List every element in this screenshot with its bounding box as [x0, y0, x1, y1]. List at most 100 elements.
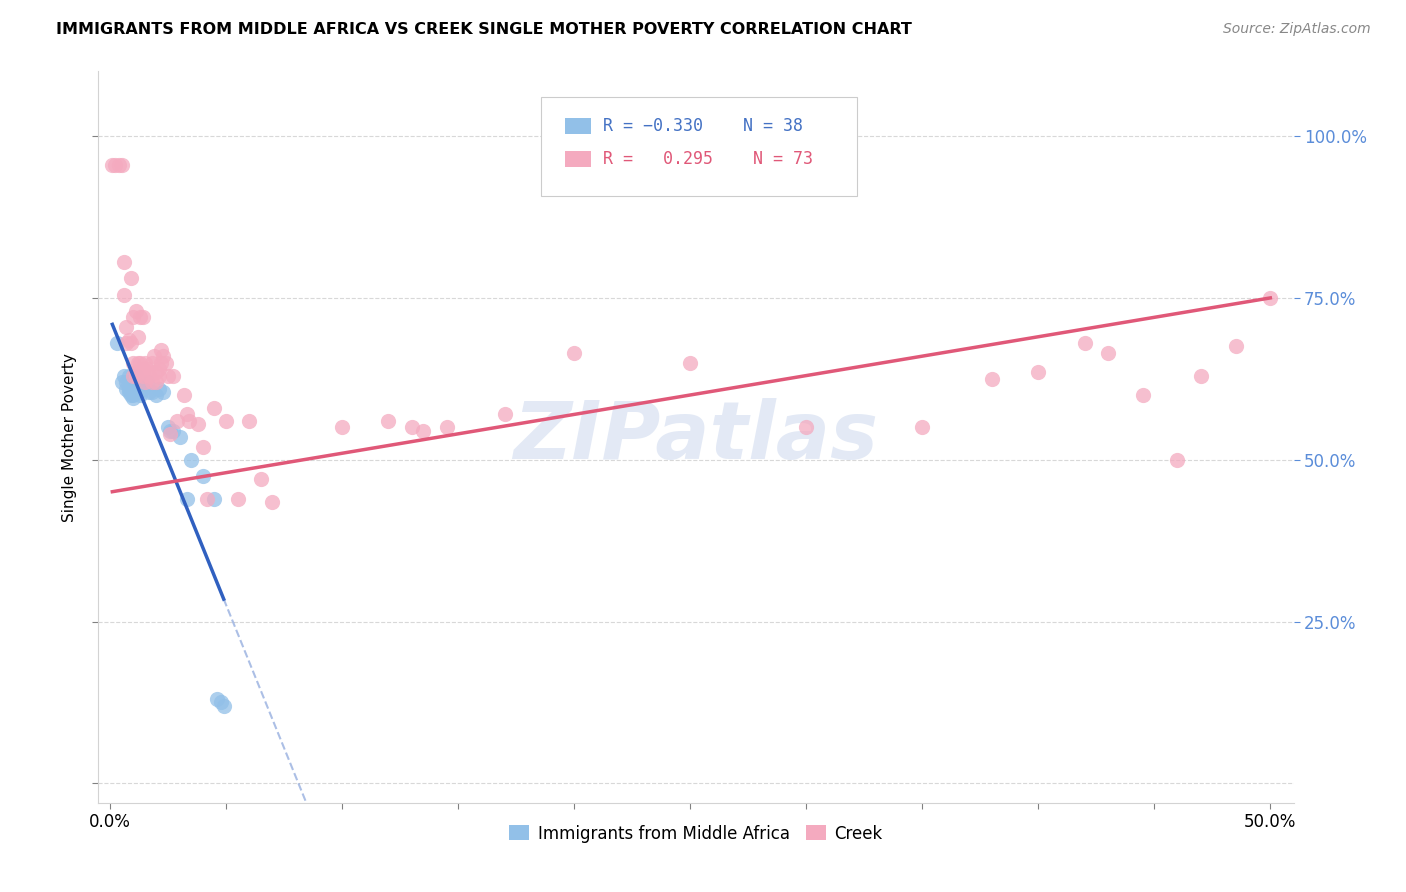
Point: [141, 356, 163, 370]
Point: [204, 401, 226, 415]
Point: [169, 430, 191, 444]
Point: [157, 420, 180, 434]
Point: [124, 382, 146, 396]
Point: [150, 356, 173, 370]
Point: [120, 384, 142, 399]
Y-axis label: Single Mother Poverty: Single Mother Poverty: [62, 352, 77, 522]
Text: IMMIGRANTS FROM MIDDLE AFRICA VS CREEK SINGLE MOTHER POVERTY CORRELATION CHART: IMMIGRANTS FROM MIDDLE AFRICA VS CREEK S…: [56, 22, 912, 37]
FancyBboxPatch shape: [565, 151, 591, 167]
Point: [155, 356, 177, 370]
Point: [562, 346, 585, 360]
Point: [124, 368, 146, 383]
Point: [131, 382, 153, 396]
Point: [131, 310, 153, 325]
Point: [127, 384, 149, 399]
Point: [159, 426, 181, 441]
Point: [238, 414, 260, 428]
Point: [131, 362, 153, 376]
Point: [127, 330, 149, 344]
Point: [197, 491, 219, 506]
Point: [120, 382, 142, 396]
Point: [129, 388, 152, 402]
Point: [134, 378, 156, 392]
Point: [377, 414, 399, 428]
Point: [134, 356, 156, 370]
Point: [226, 491, 249, 506]
Point: [145, 388, 167, 402]
Point: [112, 255, 135, 269]
Text: Source: ZipAtlas.com: Source: ZipAtlas.com: [1223, 22, 1371, 37]
Point: [141, 375, 163, 389]
Point: [1166, 452, 1188, 467]
Point: [401, 420, 423, 434]
Point: [187, 417, 209, 431]
Point: [1258, 291, 1281, 305]
Text: ZIPatlas: ZIPatlas: [513, 398, 879, 476]
Point: [120, 388, 142, 402]
FancyBboxPatch shape: [541, 97, 858, 195]
Point: [162, 368, 184, 383]
Point: [104, 158, 127, 172]
Point: [112, 287, 135, 301]
Point: [209, 696, 232, 710]
Point: [124, 365, 146, 379]
Point: [176, 408, 198, 422]
Point: [111, 158, 134, 172]
Point: [177, 414, 200, 428]
Point: [122, 310, 145, 325]
Point: [120, 271, 142, 285]
Point: [1132, 388, 1154, 402]
FancyBboxPatch shape: [565, 118, 591, 135]
Point: [794, 420, 817, 434]
Point: [911, 420, 934, 434]
Point: [122, 388, 145, 402]
Point: [494, 408, 516, 422]
Point: [124, 368, 146, 383]
Point: [136, 375, 159, 389]
Point: [131, 368, 153, 383]
Point: [122, 391, 145, 405]
Point: [115, 375, 138, 389]
Point: [115, 382, 138, 396]
Point: [157, 368, 180, 383]
Point: [134, 375, 156, 389]
Point: [204, 491, 226, 506]
Point: [127, 382, 149, 396]
Point: [330, 420, 353, 434]
Point: [436, 420, 458, 434]
Point: [115, 336, 138, 351]
Point: [215, 414, 238, 428]
Text: R =   0.295    N = 73: R = 0.295 N = 73: [603, 150, 813, 168]
Point: [150, 343, 173, 357]
Point: [127, 356, 149, 370]
Text: R = −0.330    N = 38: R = −0.330 N = 38: [603, 117, 803, 136]
Point: [129, 310, 152, 325]
Point: [138, 368, 160, 383]
Point: [117, 384, 139, 399]
Point: [679, 356, 702, 370]
Point: [262, 495, 284, 509]
Point: [108, 158, 131, 172]
Point: [112, 368, 135, 383]
Point: [152, 349, 174, 363]
Point: [191, 469, 214, 483]
Point: [152, 384, 174, 399]
Point: [122, 368, 145, 383]
Point: [212, 698, 235, 713]
Point: [143, 349, 166, 363]
Point: [141, 384, 163, 399]
Point: [124, 303, 146, 318]
Point: [145, 375, 167, 389]
Point: [122, 356, 145, 370]
Point: [980, 372, 1002, 386]
Point: [205, 692, 228, 706]
Point: [117, 333, 139, 347]
Point: [138, 384, 160, 399]
Point: [148, 362, 170, 376]
Point: [1225, 339, 1247, 353]
Legend: Immigrants from Middle Africa, Creek: Immigrants from Middle Africa, Creek: [502, 818, 890, 849]
Point: [101, 158, 124, 172]
Point: [136, 362, 159, 376]
Point: [111, 375, 134, 389]
Point: [162, 424, 184, 438]
